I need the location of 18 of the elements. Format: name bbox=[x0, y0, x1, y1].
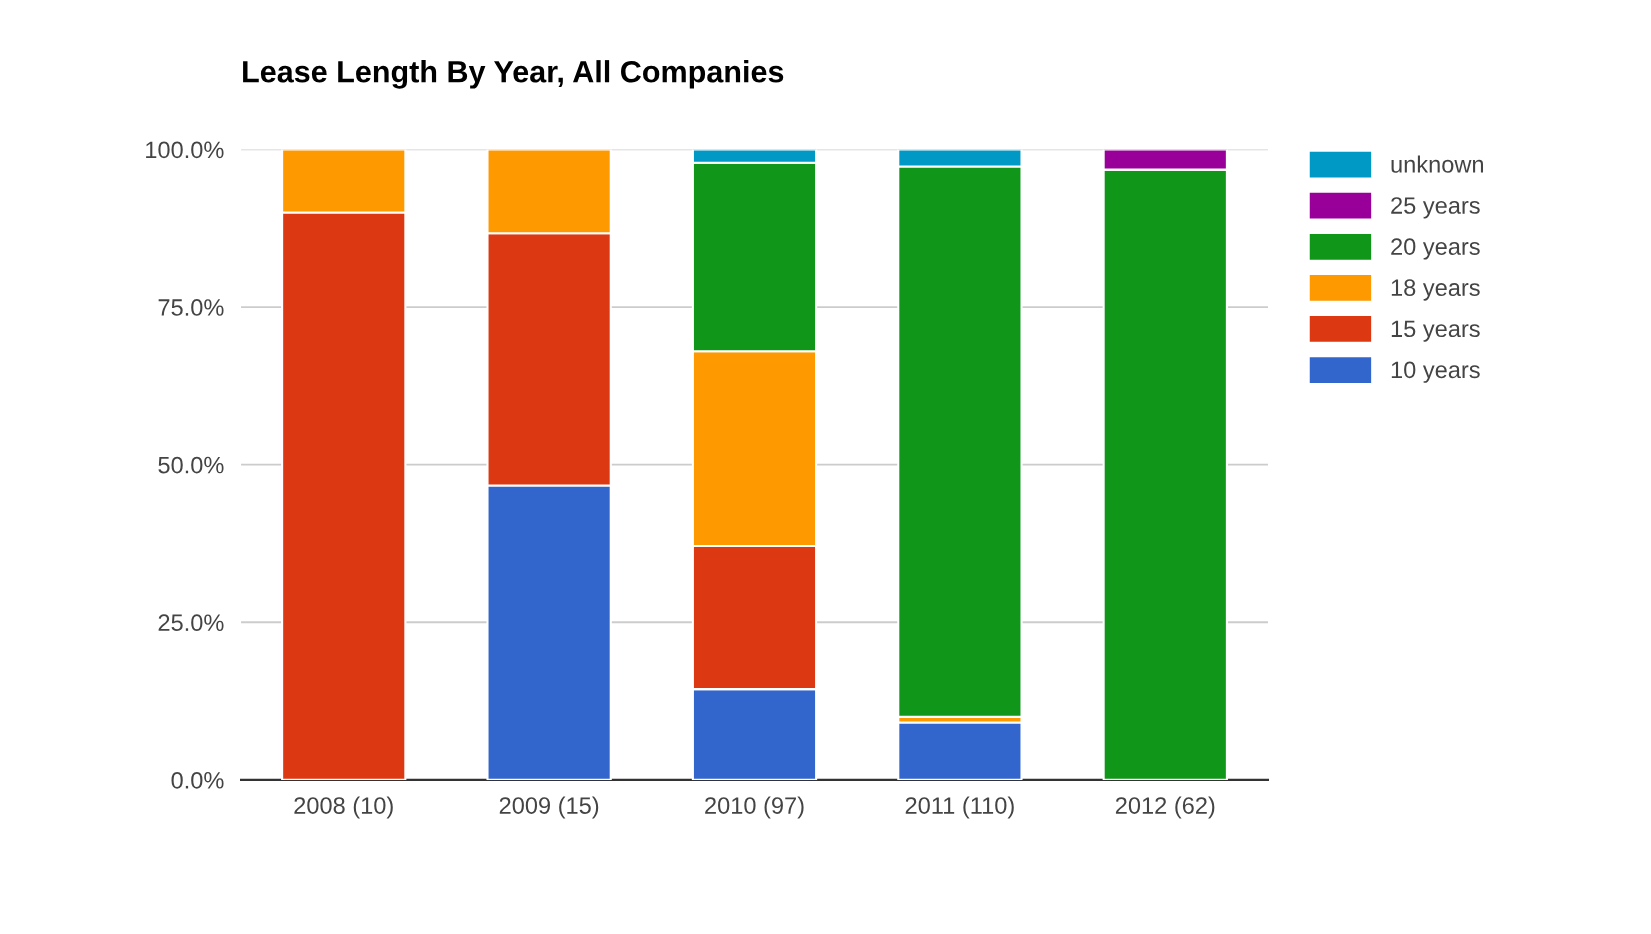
x-tick-label: 2012 (62) bbox=[1115, 796, 1215, 819]
chart-title: Lease Length By Year, All Companies bbox=[243, 60, 784, 89]
legend-label: 25 years bbox=[1391, 197, 1480, 219]
x-tick-label: 2008 (10) bbox=[294, 796, 393, 819]
y-tick-label: 0.0% bbox=[171, 771, 224, 789]
y-tick-label: 25.0% bbox=[158, 614, 224, 632]
y-tick-label: 50.0% bbox=[158, 456, 224, 474]
y-tick-label: 100.0% bbox=[146, 141, 224, 159]
legend-label: unknown bbox=[1391, 155, 1484, 173]
legend-label: 15 years bbox=[1391, 320, 1480, 342]
legend-label: 18 years bbox=[1391, 279, 1480, 301]
x-tick-label: 2010 (97) bbox=[705, 796, 804, 819]
legend-label: 10 years bbox=[1391, 361, 1480, 383]
y-tick-label: 75.0% bbox=[158, 299, 224, 316]
bar bbox=[897, 721, 1023, 780]
x-tick-label: 2009 (15) bbox=[499, 796, 599, 819]
x-tick-label: 2011 (110) bbox=[905, 796, 1014, 819]
legend-label: 20 years bbox=[1391, 238, 1480, 260]
